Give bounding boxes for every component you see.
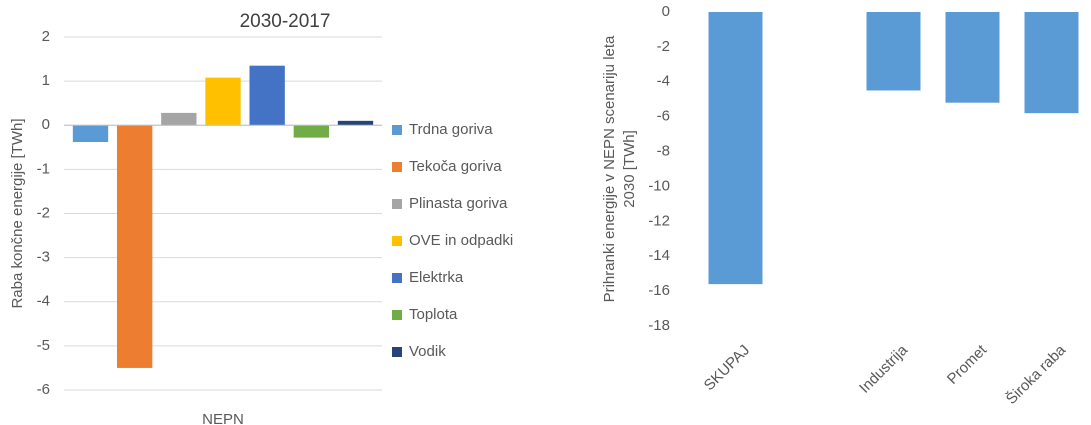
legend-swatch	[392, 310, 402, 320]
x-tick-label: SKUPAJ	[701, 342, 754, 395]
x-tick-label: Široka raba	[1003, 341, 1070, 408]
bar	[249, 65, 285, 126]
y-tick-label: 1	[42, 72, 50, 89]
y-tick-label: -2	[37, 204, 50, 221]
bar	[293, 125, 329, 138]
y-tick-label: -2	[657, 38, 670, 55]
x-tick-label: NEPN	[202, 411, 244, 425]
bar	[708, 12, 763, 285]
legend-label: Vodik	[409, 343, 446, 360]
y-tick-label: -5	[37, 337, 50, 354]
bar	[72, 125, 109, 143]
y-tick-label: -10	[648, 177, 670, 194]
y-tick-label: -14	[648, 247, 670, 264]
bar	[337, 120, 374, 126]
legend-label: Tekoča goriva	[409, 158, 502, 175]
y-tick-label: -4	[657, 73, 670, 90]
legend-swatch	[392, 236, 402, 246]
y-tick-label: 2	[42, 28, 50, 45]
y-axis-label: Raba končne energije [TWh]	[9, 118, 26, 308]
chart-title: 2030-2017	[240, 11, 331, 32]
y-tick-label: -12	[648, 212, 670, 229]
bar	[117, 125, 153, 368]
y-tick-label: -6	[657, 108, 670, 125]
y-tick-label: -8	[657, 143, 670, 160]
x-tick-label: Industrija	[856, 341, 912, 397]
bar	[866, 12, 921, 91]
legend-label: OVE in odpadki	[409, 232, 513, 249]
y-axis-label: 2030 [TWh]	[621, 130, 638, 208]
y-tick-label: 0	[662, 3, 670, 20]
legend-swatch	[392, 347, 402, 357]
legend-label: Trdna goriva	[409, 121, 493, 138]
legend-label: Toplota	[409, 306, 458, 323]
legend-swatch	[392, 273, 402, 283]
y-tick-label: -4	[37, 293, 50, 310]
x-tick-label: Promet	[944, 341, 991, 388]
legend-swatch	[392, 162, 402, 172]
legend-swatch	[392, 199, 402, 209]
legend-swatch	[392, 125, 402, 135]
y-tick-label: -3	[37, 249, 50, 266]
bar	[161, 112, 197, 126]
y-axis-label: Prihranki energije v NEPN scenariju leta	[601, 35, 618, 302]
y-tick-label: -18	[648, 317, 670, 334]
bar	[1024, 12, 1079, 114]
bar	[945, 12, 1000, 103]
y-tick-label: -6	[37, 381, 50, 398]
legend-label: Plinasta goriva	[409, 195, 508, 212]
legend-label: Elektrka	[409, 269, 464, 286]
y-tick-label: -1	[37, 160, 50, 177]
y-tick-label: 0	[42, 116, 50, 133]
y-tick-label: -16	[648, 282, 670, 299]
bar	[205, 77, 241, 126]
